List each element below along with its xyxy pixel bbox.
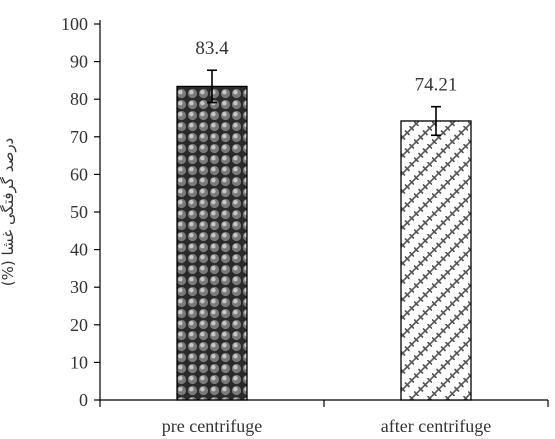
y-tick-label: 40 (70, 240, 88, 260)
bar (400, 120, 472, 401)
y-tick-label: 10 (70, 352, 88, 372)
y-tick-label: 50 (70, 202, 88, 222)
data-label: 83.4 (195, 38, 229, 59)
y-tick-label: 80 (70, 89, 88, 109)
y-tick-label: 20 (70, 315, 88, 335)
bar (176, 85, 248, 401)
data-label: 74.21 (415, 75, 458, 96)
y-axis-title: درصد گرفتگی غشا (%) (0, 138, 17, 287)
y-tick-label: 100 (61, 14, 88, 34)
y-tick-label: 0 (79, 390, 88, 410)
x-tick-label: pre centrifuge (162, 416, 262, 436)
y-tick-label: 30 (70, 277, 88, 297)
y-tick-label: 90 (70, 52, 88, 72)
y-tick-label: 70 (70, 127, 88, 147)
y-tick-label: 60 (70, 164, 88, 184)
plot-area: 0 10 20 30 40 50 60 70 80 90 100 83.4 pre centrifuge… (61, 14, 549, 436)
x-tick-label: after centrifuge (381, 416, 491, 436)
